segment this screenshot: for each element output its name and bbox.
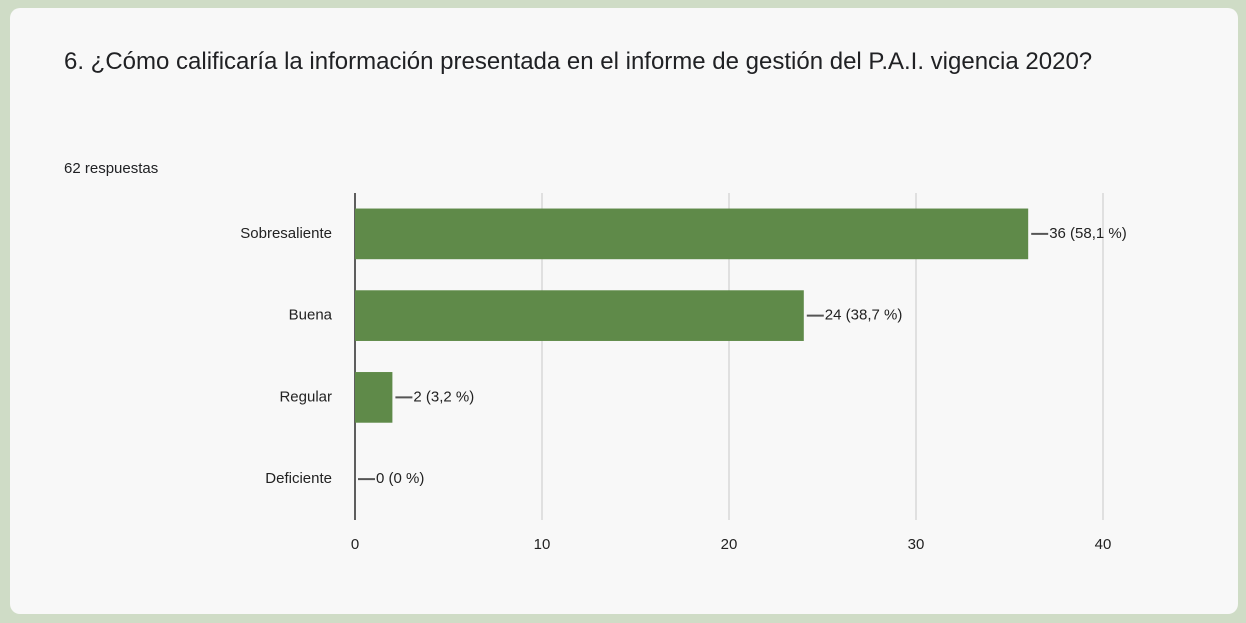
data-label: 0 (0 %) [376,470,424,487]
x-tick-label: 0 [351,536,359,553]
data-label: 24 (38,7 %) [825,307,903,324]
bar [355,372,393,423]
data-label: 36 (58,1 %) [1049,225,1127,242]
x-tick-label: 20 [721,536,738,553]
chart-subtitle: 62 respuestas [64,160,159,177]
bar [355,208,1029,260]
y-tick-label: Sobresaliente [240,225,332,242]
y-tick-label: Deficiente [265,470,332,487]
data-label: 2 (3,2 %) [413,388,474,405]
chart-title: 6. ¿Cómo calificaría la información pres… [64,48,1093,75]
y-tick-label: Regular [279,388,332,405]
x-tick-label: 40 [1095,536,1112,553]
x-tick-label: 10 [534,536,551,553]
bar [355,290,804,341]
x-tick-label: 30 [908,536,925,553]
y-tick-label: Buena [289,307,333,324]
